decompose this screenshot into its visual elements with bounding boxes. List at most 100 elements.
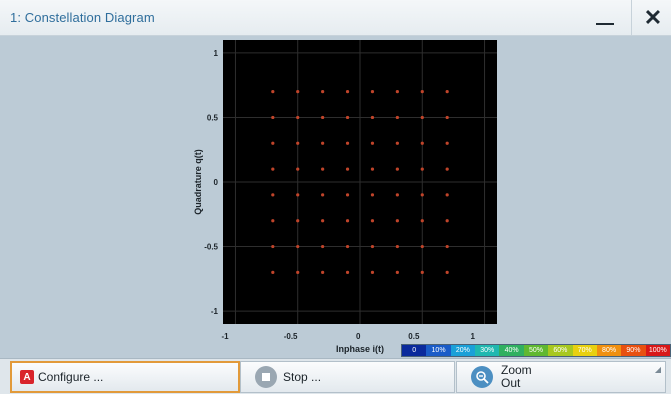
- minimize-icon: [596, 23, 614, 25]
- y-tick-label: 1: [214, 49, 219, 58]
- colorbar-segment: 100%: [645, 345, 670, 356]
- stop-icon: [255, 366, 277, 388]
- constellation-point: [420, 167, 424, 171]
- constellation-point: [296, 90, 300, 94]
- colorbar-segment: 40%: [499, 345, 524, 356]
- stop-label: Stop ...: [283, 370, 322, 384]
- constellation-point: [445, 90, 449, 94]
- zoom-out-button[interactable]: Zoom Out ◢: [456, 361, 666, 393]
- close-icon: ✕: [643, 5, 663, 30]
- constellation-point: [321, 193, 325, 197]
- constellation-point: [395, 193, 399, 197]
- constellation-point: [321, 167, 325, 171]
- constellation-point: [345, 219, 350, 223]
- x-tick-labels: -1 -0.5 0 0.5 1: [221, 332, 475, 341]
- constellation-point: [321, 244, 325, 249]
- constellation-point: [271, 167, 275, 171]
- y-tick-label: 0.5: [207, 113, 219, 122]
- title-bar: 1: Constellation Diagram ✕: [0, 0, 671, 36]
- constellation-point: [345, 193, 350, 197]
- constellation-points: [271, 90, 449, 274]
- constellation-point: [321, 219, 325, 223]
- y-tick-label: -1: [211, 307, 219, 316]
- constellation-point: [395, 270, 399, 274]
- constellation-point: [445, 141, 449, 145]
- colorbar-segment: 80%: [596, 345, 622, 356]
- zoom-label-line1: Zoom: [501, 363, 532, 377]
- constellation-point: [321, 141, 325, 145]
- constellation-point: [420, 90, 424, 94]
- constellation-point: [370, 90, 375, 94]
- minimize-button[interactable]: [584, 0, 626, 36]
- plot-grid: [223, 40, 497, 324]
- configure-button[interactable]: A Configure ...: [10, 361, 240, 393]
- constellation-point: [271, 270, 275, 274]
- constellation-point: [321, 270, 325, 274]
- colorbar-segment: 50%: [523, 345, 549, 356]
- colorbar-segment: 90%: [621, 345, 646, 356]
- constellation-point: [445, 219, 449, 223]
- constellation-plot-area: -1 -0.5 0 0.5 1 1 0.5 0 -0.5 -1 Inphase i(t) Qua…: [0, 36, 671, 358]
- constellation-point: [296, 141, 300, 145]
- window-title: 1: Constellation Diagram: [10, 10, 155, 25]
- constellation-point: [370, 115, 375, 120]
- constellation-point: [345, 115, 350, 120]
- x-tick-label: 1: [471, 332, 476, 341]
- constellation-point: [395, 167, 399, 171]
- constellation-point: [345, 141, 350, 145]
- constellation-point: [370, 270, 375, 274]
- constellation-point: [445, 167, 449, 171]
- resize-grip-icon: ◢: [654, 365, 661, 374]
- density-colorbar: 0 10% 20% 30% 40% 50% 60% 70% 80% 90% 100%: [401, 344, 671, 357]
- constellation-point: [271, 244, 275, 249]
- constellation-point: [445, 244, 449, 249]
- constellation-point: [296, 167, 300, 171]
- x-axis-label: Inphase i(t): [336, 344, 384, 354]
- constellation-point: [395, 115, 399, 120]
- constellation-point: [370, 244, 375, 249]
- constellation-point: [345, 167, 350, 171]
- constellation-point: [321, 115, 325, 120]
- colorbar-segment: 10%: [426, 345, 451, 356]
- constellation-point: [370, 193, 375, 197]
- constellation-point: [445, 193, 449, 197]
- constellation-point: [345, 270, 350, 274]
- colorbar-segment: 0: [402, 345, 427, 356]
- constellation-point: [395, 219, 399, 223]
- constellation-point: [271, 193, 275, 197]
- constellation-point: [296, 193, 300, 197]
- stop-button[interactable]: Stop ...: [240, 361, 455, 393]
- constellation-point: [445, 270, 449, 274]
- zoom-out-icon: [471, 366, 493, 388]
- constellation-point: [370, 219, 375, 223]
- constellation-point: [420, 193, 424, 197]
- x-tick-label: -0.5: [284, 332, 298, 341]
- x-tick-label: 0.5: [408, 332, 420, 341]
- constellation-point: [296, 115, 300, 120]
- constellation-point: [395, 244, 399, 249]
- zoom-label-line2: Out: [501, 376, 521, 390]
- constellation-point: [321, 90, 325, 94]
- constellation-point: [271, 90, 275, 94]
- colorbar-segment: 30%: [475, 345, 500, 356]
- constellation-point: [395, 141, 399, 145]
- constellation-point: [420, 270, 424, 274]
- configure-key-badge: A: [20, 370, 34, 384]
- constellation-point: [296, 244, 300, 249]
- constellation-point: [420, 141, 424, 145]
- colorbar-segment: 60%: [548, 345, 573, 356]
- y-tick-labels: 1 0.5 0 -0.5 -1: [204, 49, 218, 316]
- x-tick-label: 0: [356, 332, 361, 341]
- constellation-point: [296, 219, 300, 223]
- constellation-point: [370, 167, 375, 171]
- constellation-point: [420, 244, 424, 249]
- colorbar-segment: 70%: [572, 345, 597, 356]
- constellation-point: [395, 90, 399, 94]
- constellation-chart: -1 -0.5 0 0.5 1 1 0.5 0 -0.5 -1 Inphase i(t) Qua…: [193, 40, 497, 354]
- close-button[interactable]: ✕: [631, 0, 671, 36]
- constellation-point: [345, 244, 350, 249]
- colorbar-segment: 20%: [450, 345, 476, 356]
- x-tick-label: -1: [221, 332, 229, 341]
- y-tick-label: 0: [214, 178, 219, 187]
- constellation-point: [420, 115, 424, 120]
